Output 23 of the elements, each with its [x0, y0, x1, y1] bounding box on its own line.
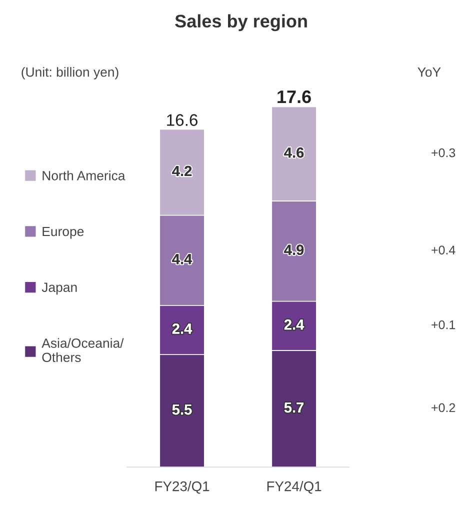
chart-title: Sales by region: [175, 14, 307, 32]
data-label: 5.7: [284, 402, 304, 413]
data-label: 2.4: [284, 319, 304, 330]
total-label: 16.6: [167, 114, 198, 126]
data-label: 4.2: [172, 166, 192, 176]
legend-label: Asia/Oceania/ Others: [42, 338, 124, 362]
legend-label: Europe: [42, 226, 84, 239]
text: +0.4: [432, 246, 456, 254]
data-label: 4.6: [284, 147, 304, 158]
legend-label: Japan: [42, 282, 77, 295]
legend-label: North America: [42, 170, 126, 180]
data-label: 4.9: [284, 244, 304, 256]
x-tick-label: FY23/Q1: [155, 481, 210, 494]
total-label: 17.6: [278, 90, 311, 104]
x-tick-label: FY24/Q1: [267, 481, 322, 494]
text: (Unit: billion yen): [22, 67, 118, 80]
data-label: 5.5: [172, 404, 192, 415]
data-label: 4.4: [172, 254, 192, 264]
text: +0.2: [432, 403, 456, 412]
text: YoY: [418, 68, 441, 77]
text: +0.1: [432, 320, 456, 330]
text: +0.3: [432, 148, 456, 158]
data-label: 2.4: [172, 324, 192, 334]
